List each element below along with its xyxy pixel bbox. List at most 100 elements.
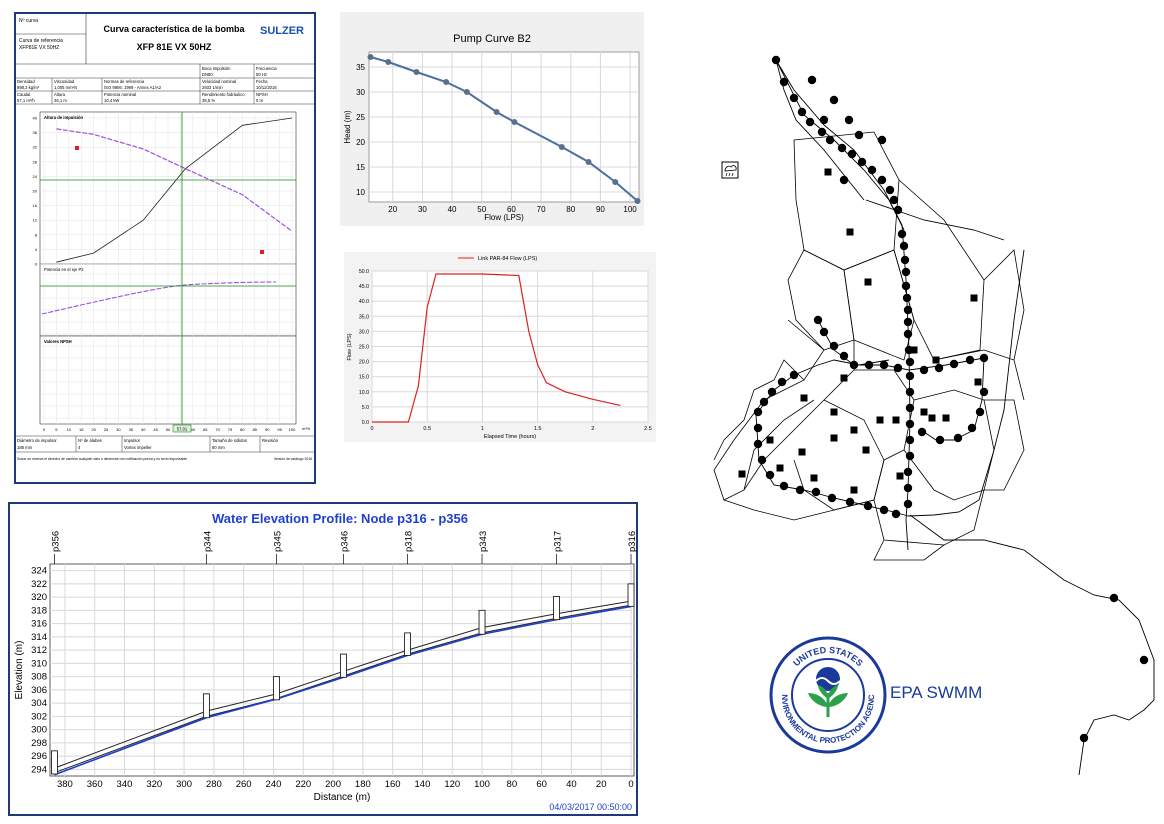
map-junction-node[interactable] xyxy=(891,509,901,519)
map-junction-node[interactable] xyxy=(757,455,767,465)
map-junction-node[interactable] xyxy=(901,281,911,291)
map-junction-node[interactable] xyxy=(893,363,903,373)
map-junction-node[interactable] xyxy=(797,107,807,117)
map-junction-node[interactable] xyxy=(917,427,927,437)
map-junction-node[interactable] xyxy=(903,317,913,327)
map-junction-node[interactable] xyxy=(767,387,777,397)
map-junction-node[interactable] xyxy=(905,371,915,381)
map-junction-node[interactable] xyxy=(753,407,763,417)
map-junction-node[interactable] xyxy=(889,195,899,205)
map-junction-node[interactable] xyxy=(789,370,799,380)
map-junction-node[interactable] xyxy=(903,483,913,493)
map-junction-node[interactable] xyxy=(949,359,959,369)
map-junction-node[interactable] xyxy=(765,470,775,480)
map-storage-node[interactable] xyxy=(932,356,940,364)
map-storage-node[interactable] xyxy=(846,228,854,236)
map-storage-node[interactable] xyxy=(810,474,818,482)
map-storage-node[interactable] xyxy=(850,426,858,434)
map-storage-node[interactable] xyxy=(970,294,978,302)
map-junction-node[interactable] xyxy=(905,357,915,367)
map-junction-node[interactable] xyxy=(811,487,821,497)
map-junction-node[interactable] xyxy=(877,135,887,145)
map-junction-node[interactable] xyxy=(935,435,945,445)
map-junction-node[interactable] xyxy=(854,130,864,140)
map-junction-node[interactable] xyxy=(825,135,835,145)
map-junction-node[interactable] xyxy=(877,175,887,185)
map-junction-node[interactable] xyxy=(953,433,963,443)
map-junction-node[interactable] xyxy=(897,229,907,239)
map-storage-node[interactable] xyxy=(892,416,900,424)
map-junction-node[interactable] xyxy=(905,387,915,397)
map-junction-node[interactable] xyxy=(967,423,977,433)
map-storage-node[interactable] xyxy=(928,414,936,422)
map-junction-node[interactable] xyxy=(779,481,789,491)
map-junction-node[interactable] xyxy=(839,351,849,361)
map-junction-node[interactable] xyxy=(819,327,829,337)
map-junction-node[interactable] xyxy=(919,365,929,375)
map-junction-node[interactable] xyxy=(813,315,823,325)
map-junction-node[interactable] xyxy=(771,55,781,65)
map-storage-node[interactable] xyxy=(850,486,858,494)
map-storage-node[interactable] xyxy=(896,472,904,480)
map-storage-node[interactable] xyxy=(776,464,784,472)
map-junction-node[interactable] xyxy=(753,439,763,449)
map-junction-node[interactable] xyxy=(839,175,849,185)
map-junction-node[interactable] xyxy=(885,185,895,195)
map-junction-node[interactable] xyxy=(1139,655,1149,665)
map-storage-node[interactable] xyxy=(800,394,808,402)
map-storage-node[interactable] xyxy=(862,446,870,454)
map-storage-node[interactable] xyxy=(942,414,950,422)
map-storage-node[interactable] xyxy=(974,378,982,386)
map-junction-node[interactable] xyxy=(807,75,817,85)
map-junction-node[interactable] xyxy=(819,115,829,125)
map-junction-node[interactable] xyxy=(1079,733,1089,743)
map-storage-node[interactable] xyxy=(830,408,838,416)
map-storage-node[interactable] xyxy=(920,408,928,416)
map-storage-node[interactable] xyxy=(830,434,838,442)
map-junction-node[interactable] xyxy=(979,387,989,397)
map-junction-node[interactable] xyxy=(805,117,815,127)
map-junction-node[interactable] xyxy=(789,93,799,103)
map-junction-node[interactable] xyxy=(905,451,915,461)
map-junction-node[interactable] xyxy=(857,157,867,167)
map-storage-node[interactable] xyxy=(824,168,832,176)
map-storage-node[interactable] xyxy=(840,374,848,382)
map-junction-node[interactable] xyxy=(934,363,944,373)
map-junction-node[interactable] xyxy=(975,407,985,417)
map-junction-node[interactable] xyxy=(844,115,854,125)
map-junction-node[interactable] xyxy=(849,360,859,370)
map-storage-node[interactable] xyxy=(876,416,884,424)
map-junction-node[interactable] xyxy=(759,397,769,407)
map-storage-node[interactable] xyxy=(738,470,746,478)
map-junction-node[interactable] xyxy=(903,499,913,509)
map-junction-node[interactable] xyxy=(827,493,837,503)
map-junction-node[interactable] xyxy=(901,267,911,277)
map-junction-node[interactable] xyxy=(965,355,975,365)
map-junction-node[interactable] xyxy=(893,205,903,215)
map-junction-node[interactable] xyxy=(903,329,913,339)
map-junction-node[interactable] xyxy=(879,360,889,370)
map-storage-node[interactable] xyxy=(766,436,774,444)
map-junction-node[interactable] xyxy=(900,255,910,265)
map-junction-node[interactable] xyxy=(879,505,889,515)
map-junction-node[interactable] xyxy=(905,435,915,445)
map-storage-node[interactable] xyxy=(910,346,918,354)
map-junction-node[interactable] xyxy=(779,77,789,87)
map-junction-node[interactable] xyxy=(1109,593,1119,603)
map-junction-node[interactable] xyxy=(979,353,989,363)
map-junction-node[interactable] xyxy=(753,423,763,433)
map-junction-node[interactable] xyxy=(905,419,915,429)
map-junction-node[interactable] xyxy=(864,360,874,370)
map-junction-node[interactable] xyxy=(845,497,855,507)
map-junction-node[interactable] xyxy=(863,501,873,511)
map-junction-node[interactable] xyxy=(837,143,847,153)
map-storage-node[interactable] xyxy=(864,278,872,286)
map-junction-node[interactable] xyxy=(867,165,877,175)
map-junction-node[interactable] xyxy=(817,127,827,137)
map-junction-node[interactable] xyxy=(847,149,857,159)
map-junction-node[interactable] xyxy=(899,241,909,251)
map-junction-node[interactable] xyxy=(905,403,915,413)
map-junction-node[interactable] xyxy=(829,95,839,105)
map-storage-node[interactable] xyxy=(798,448,806,456)
map-junction-node[interactable] xyxy=(777,377,787,387)
